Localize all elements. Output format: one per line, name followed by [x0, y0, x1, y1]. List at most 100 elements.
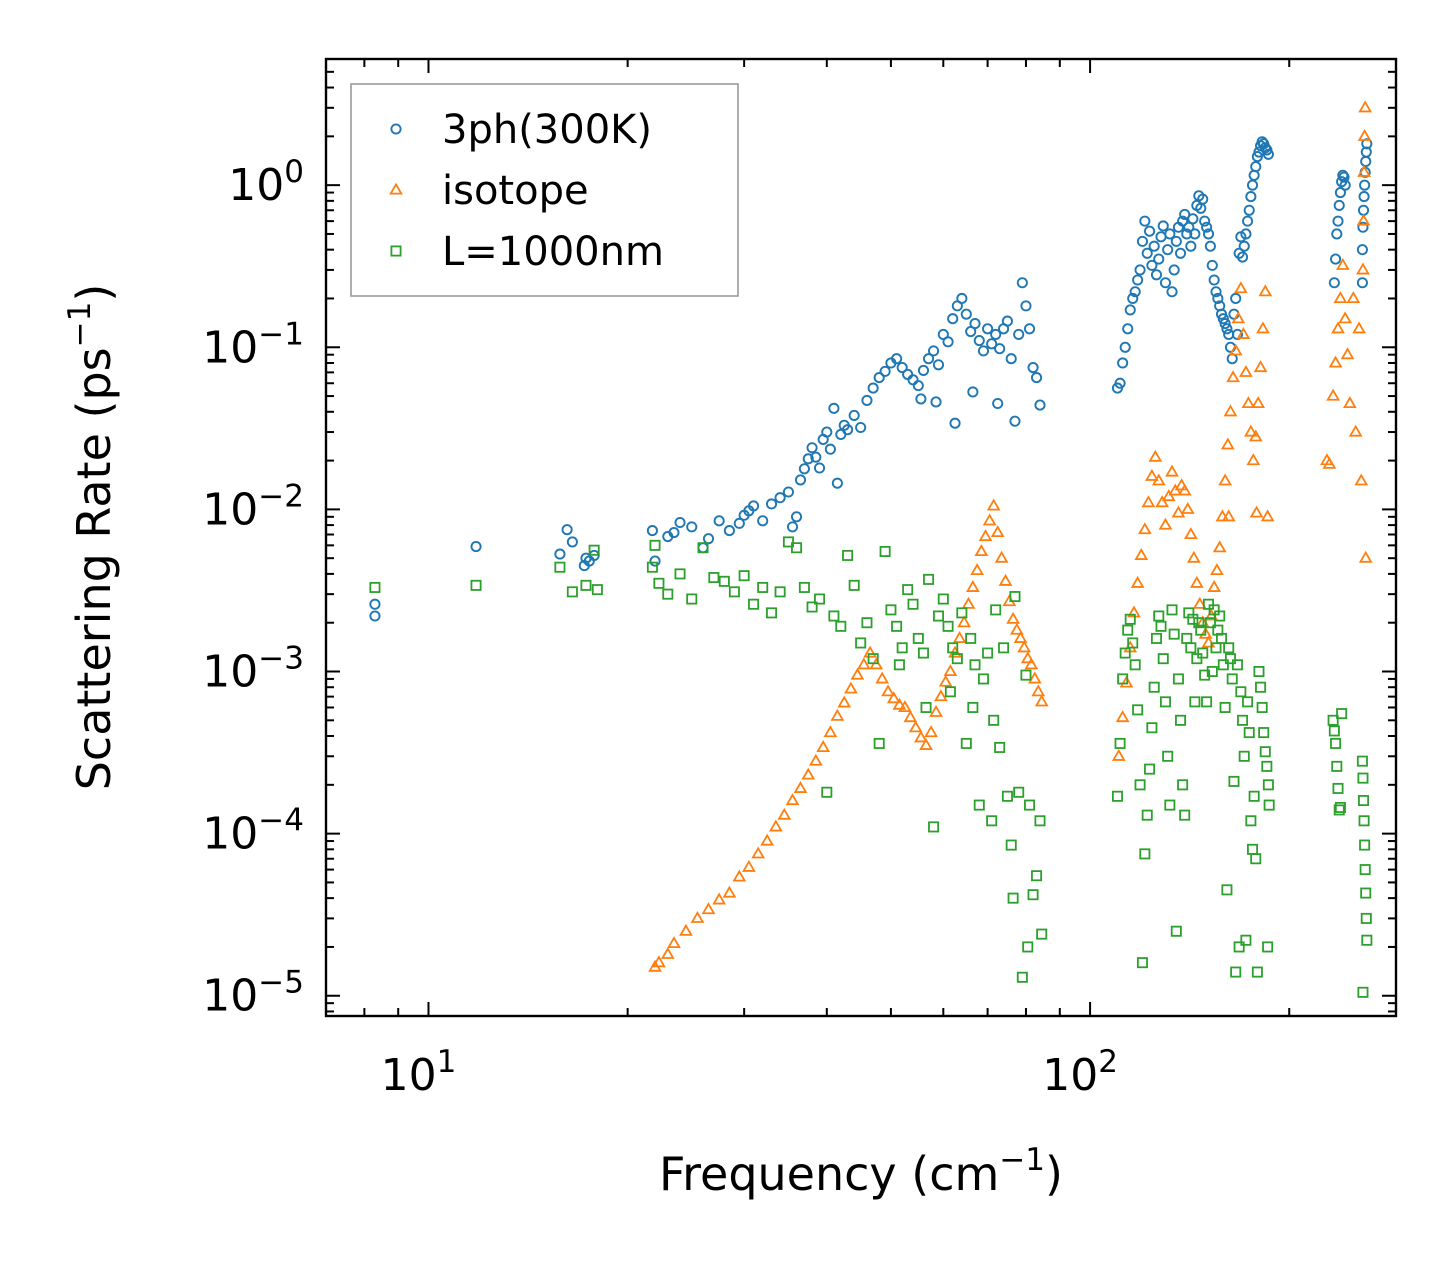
data-point — [748, 598, 760, 610]
data-point — [1236, 251, 1249, 263]
data-point — [994, 741, 1006, 753]
data-point — [1359, 179, 1371, 191]
data-point — [1016, 971, 1028, 983]
data-point — [649, 539, 661, 551]
data-point — [1168, 628, 1180, 640]
data-point — [1246, 453, 1261, 466]
data-point — [990, 328, 1002, 340]
data-point — [1132, 704, 1144, 716]
data-point — [791, 542, 803, 554]
data-point — [1219, 701, 1231, 713]
data-point — [1206, 259, 1218, 271]
data-point — [944, 686, 956, 698]
data-point — [1161, 489, 1176, 502]
data-point — [850, 667, 865, 680]
data-point — [928, 345, 940, 357]
data-point — [1134, 779, 1146, 791]
data-point — [1339, 179, 1351, 191]
data-point — [1231, 311, 1246, 324]
data-point — [1360, 155, 1372, 168]
data-point — [1236, 327, 1251, 339]
data-point — [723, 525, 735, 537]
data-point — [1134, 548, 1149, 560]
y-tick-label: 10−4 — [202, 803, 304, 860]
data-point — [1013, 328, 1025, 340]
data-point — [774, 492, 786, 504]
data-point — [965, 632, 977, 644]
data-point — [701, 902, 716, 915]
data-point — [1166, 286, 1178, 298]
data-point — [956, 292, 968, 305]
data-point — [1185, 240, 1197, 252]
data-point — [930, 396, 942, 408]
data-point — [1358, 815, 1370, 827]
data-point — [1197, 647, 1209, 659]
data-point — [837, 695, 852, 708]
data-point — [806, 601, 818, 613]
data-point — [1201, 635, 1216, 648]
data-point — [1195, 624, 1207, 636]
data-point — [957, 615, 971, 628]
data-point — [742, 859, 756, 872]
data-point — [1360, 912, 1372, 924]
data-point — [898, 700, 912, 713]
data-point — [1036, 928, 1048, 940]
plot-area — [369, 100, 1373, 998]
data-point — [1360, 887, 1372, 899]
data-point — [861, 394, 873, 406]
data-point — [952, 631, 967, 643]
data-point — [1245, 815, 1257, 827]
data-point — [1332, 215, 1344, 227]
data-point — [757, 515, 769, 527]
data-point — [1233, 941, 1245, 953]
data-point — [1332, 782, 1344, 794]
data-point — [943, 664, 958, 677]
data-point — [1217, 659, 1229, 671]
x-tick-label: 102 — [1042, 1044, 1118, 1101]
data-point — [1248, 790, 1260, 802]
data-point — [969, 318, 981, 330]
data-point — [1027, 671, 1042, 684]
data-point — [1218, 473, 1233, 486]
data-point — [697, 542, 709, 554]
data-point — [1129, 286, 1141, 298]
data-point — [1114, 377, 1126, 389]
data-point — [1357, 986, 1369, 998]
data-point — [1217, 313, 1229, 325]
data-point — [1153, 253, 1165, 265]
data-point — [961, 596, 976, 609]
data-point — [917, 364, 930, 376]
data-point — [1179, 809, 1191, 821]
data-point — [879, 365, 891, 377]
data-point — [908, 720, 923, 733]
data-point — [1186, 550, 1201, 563]
data-point — [760, 833, 775, 846]
data-point — [974, 544, 989, 557]
data-point — [902, 368, 914, 380]
data-point — [842, 549, 854, 561]
data-point — [1357, 221, 1369, 233]
data-point — [1251, 396, 1266, 409]
data-point — [873, 372, 885, 384]
data-point — [1193, 617, 1205, 629]
data-point — [1328, 355, 1343, 368]
data-point — [932, 359, 945, 371]
data-point — [1127, 637, 1139, 649]
data-point — [998, 573, 1013, 586]
data-point — [823, 725, 838, 738]
data-point — [470, 579, 482, 591]
data-point — [867, 653, 879, 665]
data-point — [702, 533, 715, 545]
data-point — [1204, 240, 1216, 252]
data-point — [722, 885, 737, 898]
data-point — [821, 786, 833, 798]
data-point — [566, 536, 578, 548]
data-point — [892, 697, 907, 710]
data-point — [1336, 708, 1348, 720]
data-point — [1256, 321, 1270, 334]
data-point — [1201, 696, 1213, 708]
data-point — [1009, 415, 1021, 427]
data-point — [891, 620, 903, 632]
data-point — [867, 382, 879, 394]
data-point — [1124, 304, 1136, 316]
